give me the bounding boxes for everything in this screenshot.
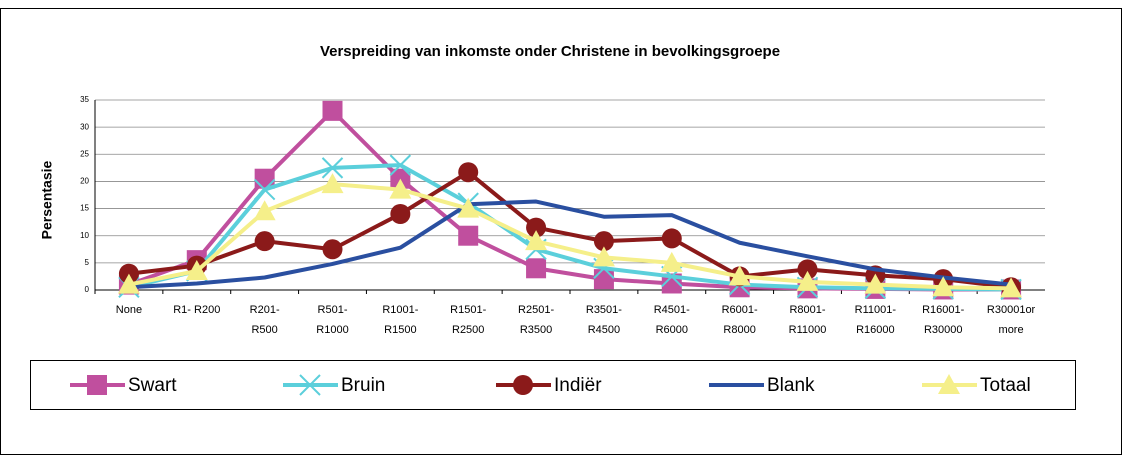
x-tick-label: R30000 [924,324,963,336]
y-axis-label: Persentasie [39,160,55,239]
y-tick-label: 10 [80,231,89,240]
data-point [322,239,343,260]
x-tick-label: R30001or [987,304,1036,316]
x-tick-label: R2501- [518,304,554,316]
x-tick-label: R4501- [654,304,690,316]
x-tick-label: R1001- [382,304,418,316]
x-tick-label: R1500 [384,324,416,336]
x-tick-label: R1501- [450,304,486,316]
data-point [254,231,275,252]
data-point [185,260,208,280]
x-tick-label: R16000 [856,324,895,336]
data-point [390,204,411,224]
y-tick-label: 30 [80,122,89,131]
data-point [458,225,479,246]
data-point [660,251,683,272]
x-tick-label: R3501- [586,304,622,316]
series-line [128,170,1012,290]
x-tick-label: R3500 [520,324,552,336]
data-point [796,270,819,291]
chart-title: Verspreiding van inkomste onder Christen… [320,43,780,60]
data-point [1000,277,1023,298]
x-tick-label: R500 [251,324,277,336]
data-point [525,230,548,251]
y-tick-label: 0 [85,285,90,294]
x-tick-label: R11001- [855,304,897,316]
data-point [321,173,344,194]
data-point [797,259,818,280]
legend-marker [299,374,321,396]
x-tick-label: R1000 [316,324,348,336]
data-point [864,273,887,294]
series-line [128,182,1012,291]
x-tick-label: R6001- [722,304,758,316]
y-tick-label: 5 [85,258,90,267]
legend-label: Indiër [554,375,602,396]
data-point [728,265,751,286]
x-tick-label: R16001- [922,304,965,316]
x-tick-label: R11000 [789,324,827,336]
legend-label: Blank [767,375,815,396]
data-point [592,246,615,267]
data-point [253,200,276,221]
data-point [593,269,614,290]
data-point [526,217,547,238]
legend-box [30,360,1076,410]
x-tick-label: more [999,324,1024,336]
x-tick-label: R4500 [588,324,620,336]
x-tick-label: R8001- [789,304,825,316]
x-tick-label: R1- R200 [173,304,220,316]
data-point [661,228,682,249]
data-point [593,231,614,252]
legend-label: Totaal [980,375,1031,396]
series-line [128,163,1012,292]
x-tick-label: None [116,304,142,316]
y-tick-label: 25 [80,149,89,158]
x-tick-label: R8000 [723,324,755,336]
legend-label: Bruin [341,375,385,396]
legend-marker [513,375,533,395]
data-point [322,100,343,121]
data-point [321,157,344,179]
x-tick-label: R501- [318,304,348,316]
data-point [389,154,412,176]
data-point [458,162,479,183]
data-point [932,276,955,297]
x-tick-label: R2500 [452,324,484,336]
x-tick-label: R201- [250,304,280,316]
series-line [128,199,1012,290]
data-point [457,197,480,218]
y-tick-label: 15 [80,204,89,213]
data-point [389,178,412,199]
data-point [117,273,140,294]
x-tick-label: R6000 [656,324,688,336]
y-tick-label: 35 [80,95,89,104]
legend-label: Swart [128,375,177,396]
data-point [253,178,276,201]
legend-marker [87,375,107,395]
y-tick-label: 20 [80,177,89,186]
legend-marker [938,374,960,394]
data-point [526,258,547,279]
